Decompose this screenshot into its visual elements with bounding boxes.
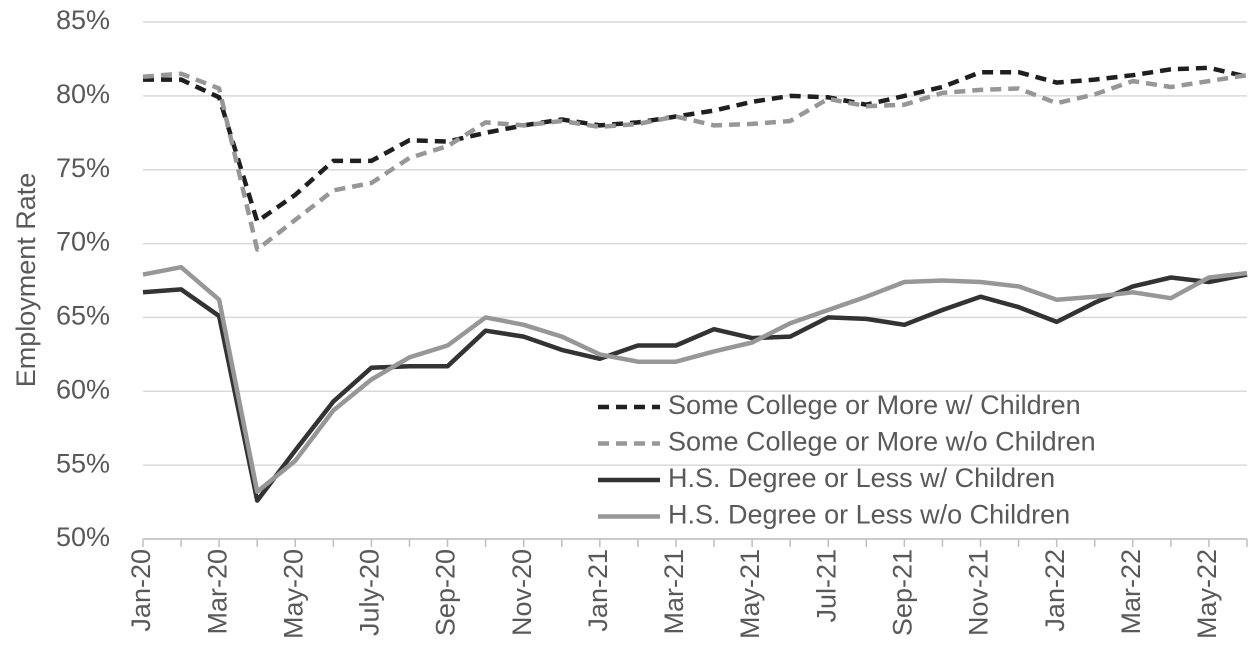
y-tick-label: 55% [56,448,110,478]
y-tick-label: 85% [56,5,110,35]
y-tick-label: 75% [56,153,110,183]
x-tick-label: May-22 [1192,549,1222,639]
x-tick-label: Jul-21 [811,549,841,623]
x-tick-label: Jan-20 [126,549,156,632]
x-tick-label: Mar-20 [202,549,232,635]
y-tick-label: 80% [56,79,110,109]
series-line [142,71,1248,252]
y-tick-label: 65% [56,301,110,331]
x-tick-label: May-20 [278,549,308,639]
x-tick-label: Mar-21 [659,549,689,635]
x-tick-label: Sep-21 [888,549,918,636]
x-tick-label: July-20 [355,549,385,636]
y-axis-title: Employment Rate [11,173,41,388]
series-line [143,65,1248,224]
y-tick-label: 50% [56,522,110,552]
x-tick-label: Nov-21 [964,549,994,636]
y-tick-label: 60% [56,374,110,404]
legend-label: H.S. Degree or Less w/ Children [668,463,1055,493]
series-line [142,272,1248,503]
x-tick-label: Sep-20 [431,549,461,636]
x-tick-label: Jan-22 [1040,549,1070,632]
x-tick-label: Jan-21 [583,549,613,632]
legend-label: H.S. Degree or Less w/o Children [668,500,1070,530]
legend-label: Some College or More w/ Children [668,390,1081,420]
legend-label: Some College or More w/o Children [668,427,1096,457]
series-line [142,264,1248,494]
x-tick-label: May-21 [735,549,765,639]
y-tick-label: 70% [56,227,110,257]
x-tick-label: Mar-22 [1116,549,1146,635]
x-tick-label: Nov-20 [507,549,537,636]
